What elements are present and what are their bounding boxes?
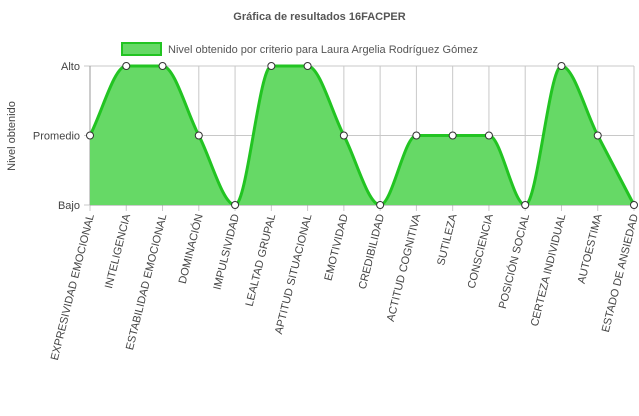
series-area-fill (90, 66, 634, 205)
data-point[interactable] (267, 62, 276, 70)
data-point[interactable] (484, 131, 493, 140)
x-tick-label: LEALTAD GRUPAL (244, 213, 279, 308)
data-point[interactable] (86, 131, 94, 140)
x-tick-label: ESTADO DE ANSIEDAD (600, 213, 639, 334)
x-tick-label: CERTEZA INDIVIDUAL (529, 213, 569, 328)
data-point[interactable] (448, 131, 457, 140)
data-point[interactable] (593, 131, 602, 140)
chart-title: Gráfica de resultados 16FACPER (233, 11, 405, 23)
y-tick-label: Bajo (58, 200, 80, 212)
y-tick-label: Alto (61, 61, 80, 73)
data-point[interactable] (630, 201, 638, 209)
data-point[interactable] (521, 201, 530, 209)
x-tick-label: SUTILEZA (435, 212, 460, 267)
y-axis-title: Nivel obtenido (6, 101, 18, 171)
x-axis-ticks: EXPRESIVIDAD EMOCIONAL INTELIGENCIAESTABI… (49, 212, 639, 361)
legend-label[interactable]: Nivel obtenido por criterio para Laura A… (168, 44, 478, 56)
y-tick-label: Promedio (33, 131, 80, 143)
x-tick-label: ESTABILIDAD EMOCIONAL (124, 213, 169, 352)
data-points[interactable] (86, 62, 638, 209)
x-tick-label: POSICIÓN SOCIAL (496, 213, 532, 310)
x-tick-label: APTITUD SITUACIONAL (273, 213, 315, 336)
data-point[interactable] (122, 62, 131, 70)
x-tick-label: DOMINACIÓN (176, 213, 206, 286)
x-tick-label: CREDIBILIDAD (357, 213, 387, 291)
y-axis-ticks: Bajo Promedio Alto (33, 61, 80, 212)
legend[interactable]: Nivel obtenido por criterio para Laura A… (121, 42, 478, 56)
series-line (88, 64, 636, 207)
data-point[interactable] (158, 62, 167, 70)
data-point[interactable] (339, 131, 348, 140)
x-tick-label: EMOTIVIDAD (323, 213, 351, 282)
data-point[interactable] (194, 131, 203, 140)
x-tick-label: AUTOESTIMA (576, 212, 605, 285)
legend-swatch[interactable] (121, 42, 162, 56)
x-tick-label: IMPULSIVIDAD (212, 213, 242, 291)
series-area (88, 64, 636, 207)
x-tick-label: ACTITUD COGNITIVA (385, 212, 424, 323)
data-point[interactable] (557, 62, 566, 70)
data-point[interactable] (412, 131, 421, 140)
x-tick-label: INTELIGENCIA (103, 212, 133, 290)
data-point[interactable] (376, 201, 385, 209)
x-tick-label: CONSCIENCIA (466, 212, 496, 290)
data-point[interactable] (231, 201, 240, 209)
x-tick-label: EXPRESIVIDAD EMOCIONAL (49, 213, 97, 362)
data-point[interactable] (303, 62, 312, 70)
